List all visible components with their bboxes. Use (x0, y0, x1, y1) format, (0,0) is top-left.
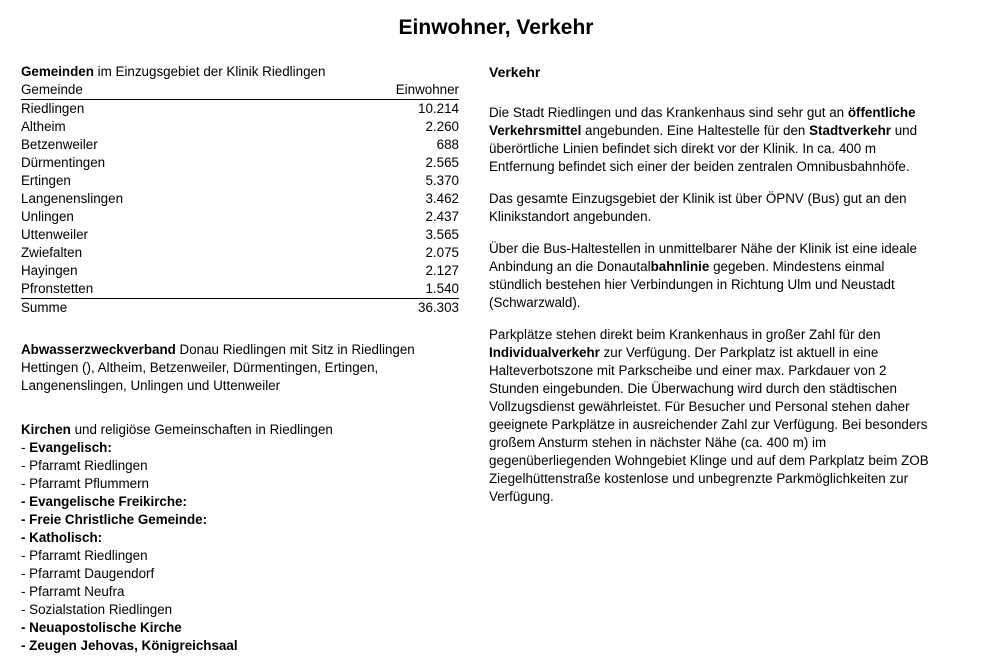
list-item: - Evangelische Freikirche: (21, 494, 187, 509)
gemeinde-cell: Betzenweiler (21, 137, 98, 152)
list-item: - Katholisch: (21, 530, 103, 545)
table-row: Zwiefalten 2.075 (21, 244, 459, 262)
table-row: Pfronstetten 1.540 (21, 280, 459, 299)
table-row: Langenenslingen 3.462 (21, 190, 459, 208)
abwasser-paragraph: Abwasserzweckverband Donau Riedlingen mi… (21, 342, 415, 393)
verkehr-paragraph-1: Die Stadt Riedlingen und das Krankenhaus… (489, 105, 918, 174)
einwohner-cell: 3.462 (425, 191, 459, 206)
table-row: Riedlingen 10.214 (21, 100, 459, 118)
page-title: Einwohner, Verkehr (398, 16, 594, 39)
list-item: - Pfarramt Riedlingen (21, 548, 148, 563)
right-column: Verkehr Die Stadt Riedlingen und das Kra… (489, 63, 984, 506)
gemeinde-cell: Riedlingen (21, 101, 85, 116)
gemeinden-intro: Gemeinden im Einzugsgebiet der Klinik Ri… (21, 64, 326, 79)
list-item: - Freie Christliche Gemeinde: (21, 512, 208, 527)
list-item: - Pfarramt Daugendorf (21, 566, 155, 581)
gemeinde-cell: Hayingen (21, 263, 78, 278)
table-header-row: Gemeinde Einwohner (21, 81, 459, 100)
table-row: Betzenweiler 688 (21, 136, 459, 154)
table-row: Ertingen 5.370 (21, 172, 459, 190)
verkehr-paragraph-2: Das gesamte Einzugsgebiet der Klinik ist… (489, 191, 907, 224)
table-row: Uttenweiler 3.565 (21, 226, 459, 244)
left-column: Gemeinden im Einzugsgebiet der Klinik Ri… (21, 63, 459, 655)
gemeinde-cell: Dürmentingen (21, 155, 106, 170)
list-item: - Evangelisch: (21, 440, 112, 455)
list-item: - Pfarramt Pflummern (21, 476, 149, 491)
table-row: Unlingen 2.437 (21, 208, 459, 226)
gemeinde-cell: Uttenweiler (21, 227, 88, 242)
list-item: - Zeugen Jehovas, Königreichsaal (21, 638, 238, 653)
gemeinden-table: Gemeinde Einwohner Riedlingen 10.214 Alt… (21, 81, 459, 317)
kirchen-heading: Kirchen und religiöse Gemeinschaften in … (21, 422, 333, 437)
list-item: - Pfarramt Riedlingen (21, 458, 148, 473)
summe-label: Summe (21, 300, 68, 315)
list-item: - Neuapostolische Kirche (21, 620, 182, 635)
gemeinde-cell: Pfronstetten (21, 281, 94, 296)
table-row: Hayingen 2.127 (21, 262, 459, 280)
verkehr-heading: Verkehr (489, 64, 541, 80)
einwohner-cell: 10.214 (418, 101, 459, 116)
gemeinde-cell: Altheim (21, 119, 66, 134)
table-row: Dürmentingen 2.565 (21, 154, 459, 172)
einwohner-cell: 2.565 (425, 155, 459, 170)
table-row: Altheim 2.260 (21, 118, 459, 136)
einwohner-cell: 5.370 (425, 173, 459, 188)
einwohner-cell: 2.260 (425, 119, 459, 134)
summe-value: 36.303 (418, 300, 459, 315)
gemeinde-column-header: Gemeinde (21, 82, 83, 97)
kirchen-list: - Evangelisch: - Pfarramt Riedlingen - P… (21, 439, 459, 655)
list-item: - Sozialstation Riedlingen (21, 602, 173, 617)
gemeinde-cell: Zwiefalten (21, 245, 83, 260)
list-item: - Pfarramt Neufra (21, 584, 125, 599)
einwohner-cell: 1.540 (425, 281, 459, 296)
gemeinde-cell: Unlingen (21, 209, 74, 224)
einwohner-column-header: Einwohner (395, 82, 459, 97)
einwohner-cell: 2.127 (425, 263, 459, 278)
verkehr-paragraph-3: Über die Bus-Haltestellen in unmittelbar… (489, 241, 917, 310)
table-total-row: Summe 36.303 (21, 299, 459, 317)
gemeinde-cell: Langenenslingen (21, 191, 124, 206)
gemeinde-cell: Ertingen (21, 173, 71, 188)
einwohner-cell: 688 (436, 137, 459, 152)
einwohner-cell: 2.075 (425, 245, 459, 260)
einwohner-cell: 3.565 (425, 227, 459, 242)
einwohner-cell: 2.437 (425, 209, 459, 224)
verkehr-paragraph-4: Parkplätze stehen direkt beim Krankenhau… (489, 327, 929, 504)
